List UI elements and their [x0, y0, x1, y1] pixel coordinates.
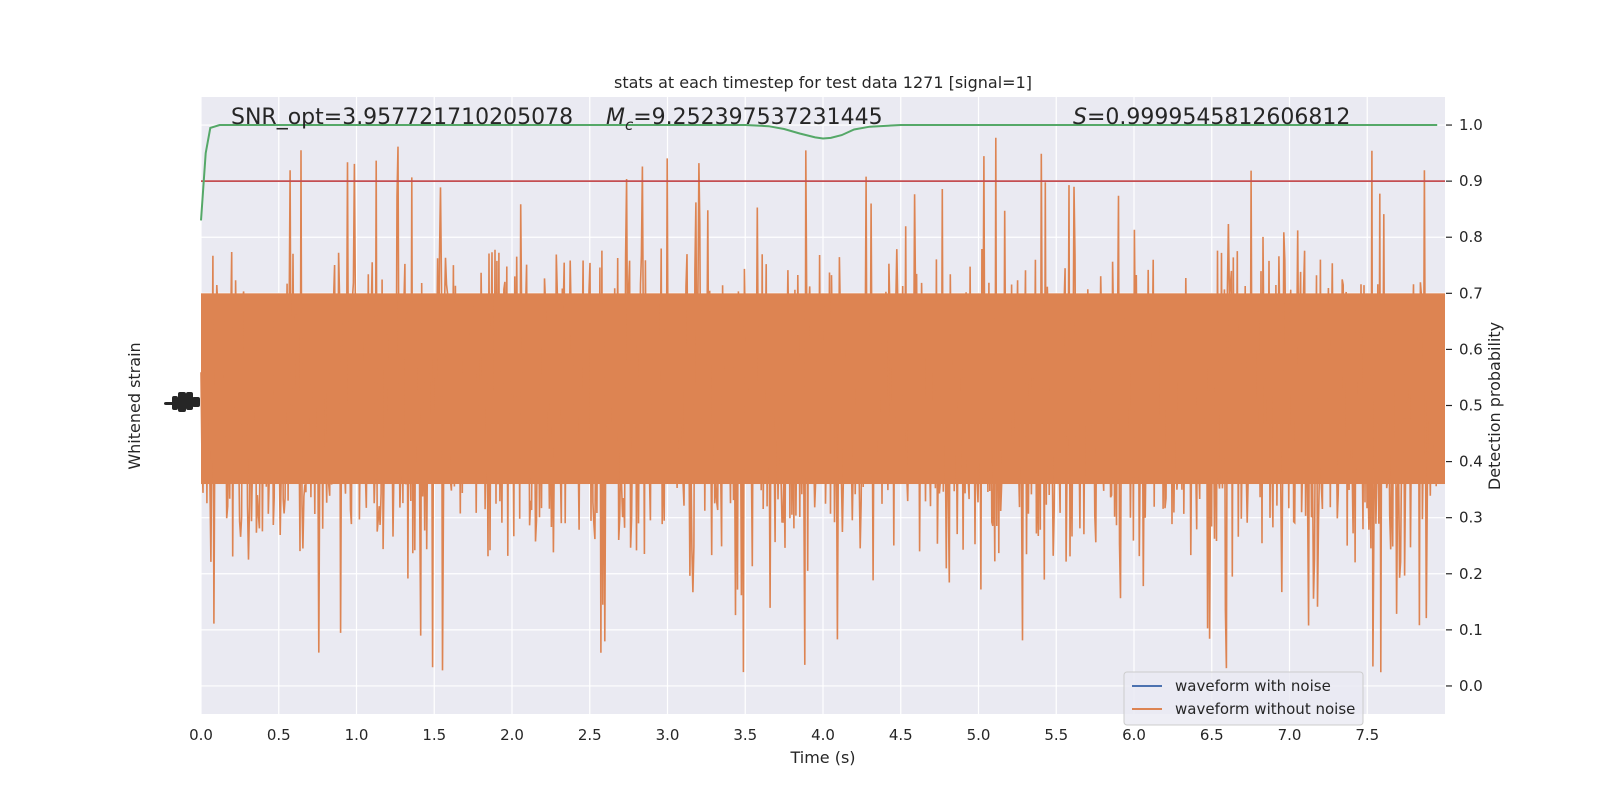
right-tick-label: 1.0 [1459, 116, 1483, 134]
x-tick-label: 7.0 [1278, 726, 1302, 744]
x-tick-label: 2.5 [578, 726, 602, 744]
left-tick-mark [164, 402, 174, 405]
legend-label-without-noise: waveform without noise [1175, 700, 1355, 718]
left-tick-mark [192, 397, 200, 407]
snr-annotation: SNR_opt=3.957721710205078 [231, 105, 573, 130]
x-tick-label: 3.0 [656, 726, 680, 744]
score-annotation: S=0.9999545812606812 [1073, 105, 1350, 130]
x-tick-label: 2.0 [500, 726, 524, 744]
right-tick-label: 0.8 [1459, 228, 1483, 246]
right-tick-label: 0.7 [1459, 284, 1483, 302]
left-axis-tick-cluster [164, 392, 200, 412]
x-tick-label: 6.5 [1200, 726, 1224, 744]
x-tick-label: 0.0 [189, 726, 213, 744]
left-axis-label: Whitened strain [125, 342, 144, 469]
right-axis: 0.0 0.1 0.2 0.3 0.4 0.5 0.6 0.7 0.8 0.9 1.0 [1446, 116, 1483, 695]
x-tick-label: 1.5 [422, 726, 446, 744]
left-tick-mark [178, 406, 185, 410]
right-tick-label: 0.9 [1459, 172, 1483, 190]
legend-box [1123, 671, 1364, 726]
x-tick-label: 5.0 [967, 726, 991, 744]
right-tick-label: 0.2 [1459, 565, 1483, 583]
x-axis-label: Time (s) [789, 748, 855, 767]
x-axis: 0.0 0.5 1.0 1.5 2.0 2.5 3.0 3.5 4.0 4.5 5.0 5.5 6.0 6… [189, 726, 1379, 744]
left-tick-mark [172, 396, 178, 410]
right-tick-label: 0.3 [1459, 509, 1483, 527]
right-tick-label: 0.0 [1459, 677, 1483, 695]
legend: waveform with noise waveform without noi… [1123, 671, 1364, 726]
chart-title: stats at each timestep for test data 127… [614, 73, 1032, 92]
x-tick-label: 4.0 [811, 726, 835, 744]
right-tick-label: 0.4 [1459, 453, 1483, 471]
right-tick-label: 0.1 [1459, 621, 1483, 639]
x-tick-label: 3.5 [733, 726, 757, 744]
x-tick-label: 6.0 [1122, 726, 1146, 744]
chirp-mass-annotation: Mc=9.252397537231445 [606, 105, 883, 134]
x-tick-label: 5.5 [1044, 726, 1068, 744]
series-waveform-without-noise [200, 137, 1445, 673]
right-tick-label: 0.6 [1459, 340, 1483, 358]
x-tick-label: 0.5 [267, 726, 291, 744]
x-tick-label: 7.5 [1355, 726, 1379, 744]
x-tick-label: 4.5 [889, 726, 913, 744]
right-axis-label: Detection probability [1485, 322, 1504, 490]
strain-trace [200, 137, 1438, 673]
detection-probability-line [200, 124, 1438, 221]
x-tick-label: 1.0 [345, 726, 369, 744]
legend-label-with-noise: waveform with noise [1175, 677, 1331, 695]
right-tick-label: 0.5 [1459, 397, 1483, 415]
left-tick-mark [186, 392, 193, 410]
